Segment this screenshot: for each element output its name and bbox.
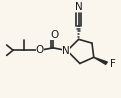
Polygon shape <box>94 57 107 64</box>
Text: N: N <box>62 46 70 56</box>
Text: F: F <box>110 59 116 69</box>
Text: O: O <box>36 45 44 55</box>
Text: O: O <box>50 30 59 40</box>
Text: N: N <box>75 2 83 12</box>
